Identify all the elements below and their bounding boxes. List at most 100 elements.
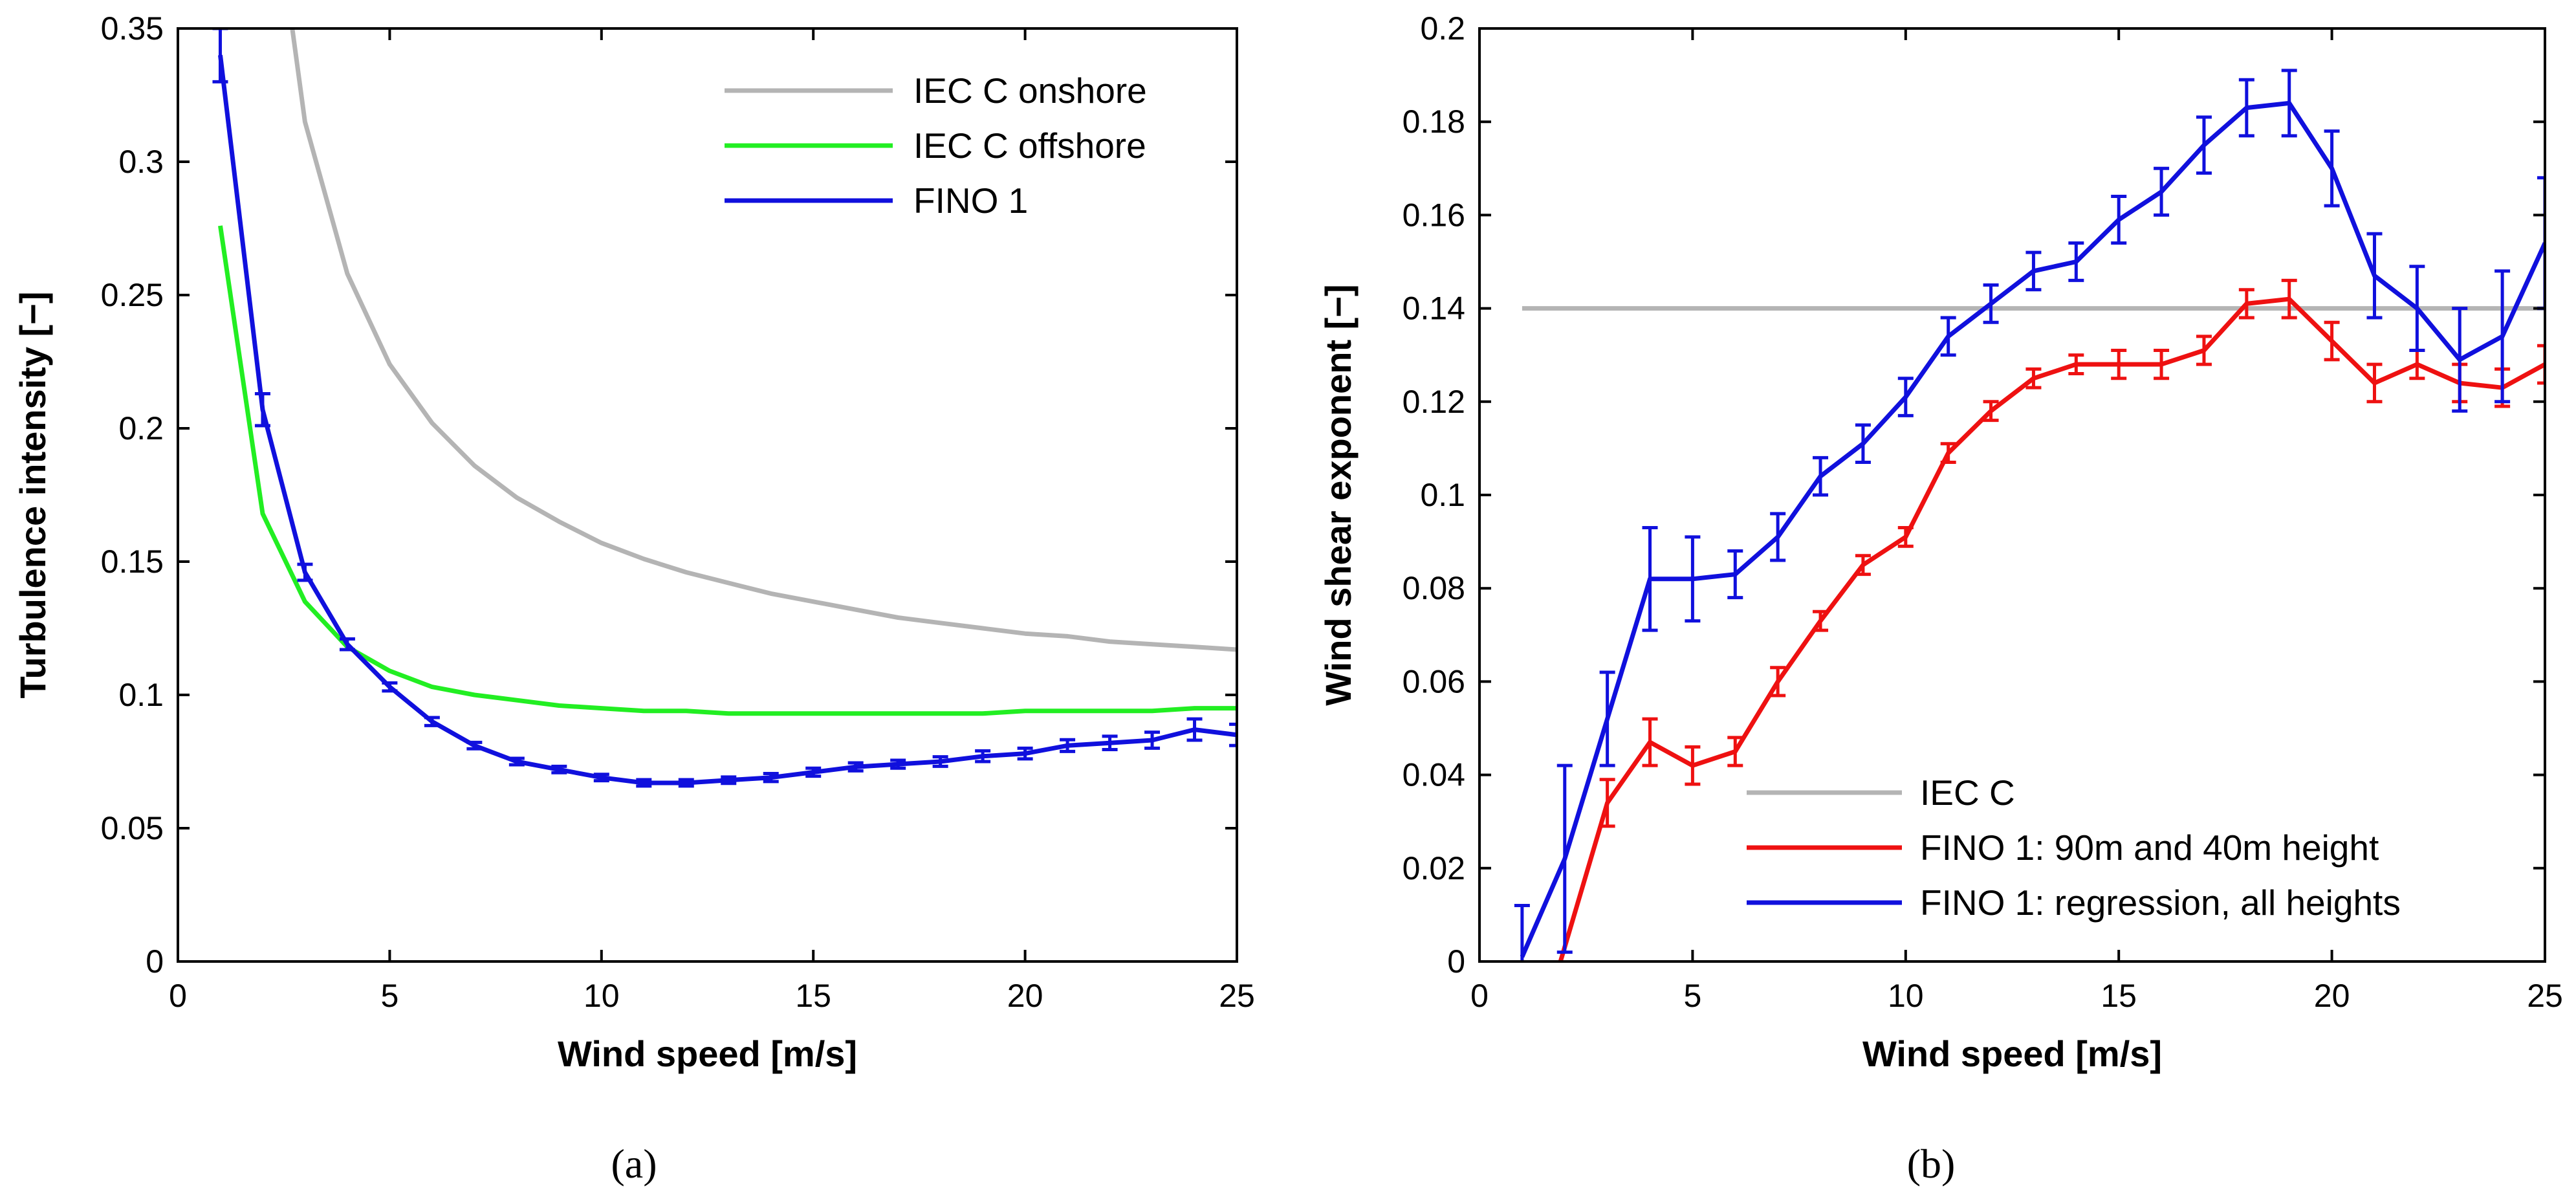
panel-a-series-fino-1-errorbar: [1229, 722, 1237, 747]
panel-b-series-fino-1-regression-all-heights-errorbar: [2025, 250, 2042, 292]
panel-b-series-fino-1-90m-and-40m-height-errorbar: [1897, 525, 1914, 548]
panel-b-series-fino-1-regression-all-heights-errorbar: [1685, 535, 1701, 623]
panel-b-series-fino-1-90m-and-40m-height-errorbar: [2324, 320, 2340, 362]
panel-b-x-tick-label: 15: [2101, 978, 2137, 1014]
panel-b-series-fino-1-regression-all-heights-errorbar: [2154, 166, 2170, 217]
panel-b-series-fino-1-regression-all-heights-errorbar: [1727, 549, 1743, 600]
panel-a-y-tick-label: 0.1: [118, 677, 164, 713]
panel-a-caption: (a): [611, 1141, 657, 1187]
panel-a-series-fino-1-errorbar: [593, 773, 609, 783]
panel-a-series-fino-1-errorbar: [551, 764, 567, 774]
panel-b-y-tick-label: 0.14: [1403, 291, 1465, 327]
panel-b-series-fino-1-regression-all-heights-errorbar: [1770, 512, 1786, 562]
panel-b-x-tick-label: 25: [2527, 978, 2563, 1014]
panel-a-series-fino-1-errorbar: [1186, 717, 1203, 742]
panel-b-series-fino-1-90m-and-40m-height-errorbar: [1770, 666, 1786, 697]
panel-a-series-fino-1-errorbar: [212, 28, 228, 83]
panel-a-x-tick-label: 5: [380, 978, 398, 1014]
panel-b-series-fino-1-regression-all-heights-errorbar: [1940, 316, 1956, 357]
panel-b-series-fino-1-regression-all-heights-errorbar: [2324, 129, 2340, 208]
panel-a-series-fino-1-errorbar: [1102, 734, 1118, 751]
panel-b-series-fino-1-regression-all-heights-errorbar: [2238, 78, 2254, 138]
panel-a-series-fino-1-errorbar: [890, 758, 906, 770]
panel-b-series-fino-1-regression-all-heights-errorbar: [1983, 283, 1999, 324]
panel-b-series-fino-1-regression-all-heights-errorbar: [2452, 307, 2468, 413]
panel-b-legend: IEC C FINO 1: 90m and 40m height FINO 1:…: [1747, 773, 2401, 923]
panel-a-series-layer: [212, 28, 1237, 788]
panel-a-legend: IEC C onshore IEC C offshore FINO 1: [725, 71, 1147, 221]
panel-b-series-fino-1-regression-all-heights-errorbar: [1599, 670, 1615, 767]
panel-a-series-fino-1-errorbar: [975, 749, 991, 763]
panel-b-x-tick-label: 0: [1470, 978, 1489, 1014]
panel-a-series-fino-1-errorbar: [1144, 730, 1161, 750]
panel-a-tick-layer: 0 5 10 15 20 25 0 0.05 0.1 0.15 0.2 0.25 0.3 0.35: [101, 10, 1255, 1014]
panel-b-y-axis-title: Wind shear exponent [−]: [1318, 284, 1359, 705]
panel-b-series-fino-1-90m-and-40m-height-errorbar: [2025, 367, 2042, 390]
panel-a-y-tick-label: 0.05: [101, 810, 164, 846]
panel-b-series-fino-1-90m-and-40m-height-errorbar: [2238, 288, 2254, 320]
panel-a-y-axis-title: Turbulence intensity [−]: [12, 291, 53, 698]
panel-b-y-tick-label: 0.06: [1403, 663, 1465, 699]
panel-b-series-fino-1-regression-all-heights-errorbar: [2068, 241, 2084, 282]
panel-a-series-fino-1-errorbar: [721, 775, 737, 785]
panel-b-x-tick-label: 20: [2314, 978, 2350, 1014]
panel-b-series-fino-1-90m-and-40m-height-errorbar: [1685, 745, 1701, 786]
panel-a-y-tick-label: 0.15: [101, 544, 164, 580]
panel-b-series-fino-1-regression-all-heights-errorbar: [1642, 525, 1658, 632]
panel-b-series-fino-1-regression-all-heights-errorbar: [2111, 195, 2127, 245]
panel-a-turbulence-intensity: 0 5 10 15 20 25 0 0.05 0.1 0.15 0.2 0.25 0.3 0.35 Win…: [12, 10, 1255, 1187]
panel-b-y-tick-label: 0.04: [1403, 757, 1465, 793]
panel-a-y-tick-label: 0.35: [101, 10, 164, 47]
panel-b-series-fino-1-regression-all-heights-errorbar: [1514, 903, 1530, 961]
panel-b-series-fino-1-regression-all-heights-errorbar: [2196, 115, 2212, 175]
panel-b-y-tick-label: 0: [1447, 943, 1465, 980]
panel-b-y-tick-label: 0.18: [1403, 104, 1465, 140]
panel-b-series-fino-1-90m-and-40m-height-errorbar: [2281, 278, 2297, 320]
panel-b-legend-label-fino1-regression: FINO 1: regression, all heights: [1920, 883, 2401, 923]
panel-a-x-tick-label: 0: [169, 978, 187, 1014]
panel-b-series-fino-1-90m-and-40m-height-errorbar: [1940, 442, 1956, 465]
panel-b-series-fino-1-90m-and-40m-height-errorbar: [2111, 348, 2127, 380]
panel-b-series-fino-1-regression-all-heights-errorbar: [2366, 232, 2383, 320]
panel-a-x-tick-label: 15: [795, 978, 831, 1014]
panel-b-series-fino-1-90m-and-40m-height-errorbar: [2366, 362, 2383, 404]
panel-b-wind-shear-exponent: 0 5 10 15 20 25 0 0.02 0.04 0.06 0.08 0.1 0.12 0.14 0.…: [1318, 10, 2563, 1187]
panel-a-legend-label-fino1: FINO 1: [913, 181, 1028, 221]
panel-b-series-fino-1-90m-and-40m-height-errorbar: [1599, 778, 1615, 828]
panel-b-y-tick-label: 0.1: [1420, 477, 1465, 513]
panel-b-series-fino-1-90m-and-40m-height-errorbar: [1855, 554, 1871, 577]
panel-b-series-fino-1-90m-and-40m-height-errorbar: [2537, 344, 2545, 385]
panel-b-series-fino-1-90m-and-40m-height-errorbar: [1813, 609, 1829, 632]
panel-a-x-axis-title: Wind speed [m/s]: [558, 1033, 857, 1074]
panel-b-series-fino-1-regression-all-heights-errorbar: [1897, 377, 1914, 417]
panel-a-series-fino-1-errorbar: [636, 778, 652, 788]
panel-b-series-fino-1-90m-and-40m-height-errorbar: [2154, 348, 2170, 380]
panel-b-y-tick-label: 0.2: [1420, 10, 1465, 47]
panel-b-x-tick-label: 10: [1888, 978, 1924, 1014]
panel-a-x-tick-label: 25: [1219, 978, 1255, 1014]
panel-a-y-tick-label: 0.2: [118, 410, 164, 446]
panel-a-series-fino-1-errorbar: [1017, 746, 1033, 761]
panel-a-series-fino-1-errorbar: [339, 637, 355, 652]
panel-a-series-fino-1-errorbar: [847, 761, 864, 773]
panel-b-y-tick-label: 0.16: [1403, 197, 1465, 233]
panel-a-series-fino-1-errorbar: [424, 716, 440, 727]
panel-a-series-fino-1-errorbar: [382, 681, 398, 693]
panel-a-y-tick-label: 0.25: [101, 277, 164, 313]
panel-b-y-tick-label: 0.12: [1403, 384, 1465, 420]
panel-b-series-fino-1-regression-all-heights-errorbar: [1855, 423, 1871, 465]
panel-a-series-fino-1-errorbar: [508, 756, 525, 767]
panel-a-series-iec-c-offshore-line: [218, 225, 1237, 716]
panel-a-legend-label-iec-offshore: IEC C offshore: [913, 126, 1146, 166]
panel-b-series-fino-1-90m-and-40m-height-errorbar: [2068, 353, 2084, 376]
panel-a-series-iec-c-onshore-line: [290, 28, 1237, 652]
panel-b-series-fino-1-regression-all-heights-errorbar: [1556, 763, 1573, 954]
panel-b-y-tick-label: 0.08: [1403, 570, 1465, 606]
panel-b-legend-label-iec-c: IEC C: [1920, 773, 2015, 813]
panel-a-series-fino-1-errorbar: [932, 755, 948, 768]
panel-a-series-fino-1-errorbar: [763, 772, 779, 784]
panel-a-series-fino-1-errorbar: [254, 391, 270, 428]
panel-b-series-fino-1-90m-and-40m-height-errorbar: [2196, 335, 2212, 366]
panel-a-series-fino-1-errorbar: [678, 778, 694, 788]
